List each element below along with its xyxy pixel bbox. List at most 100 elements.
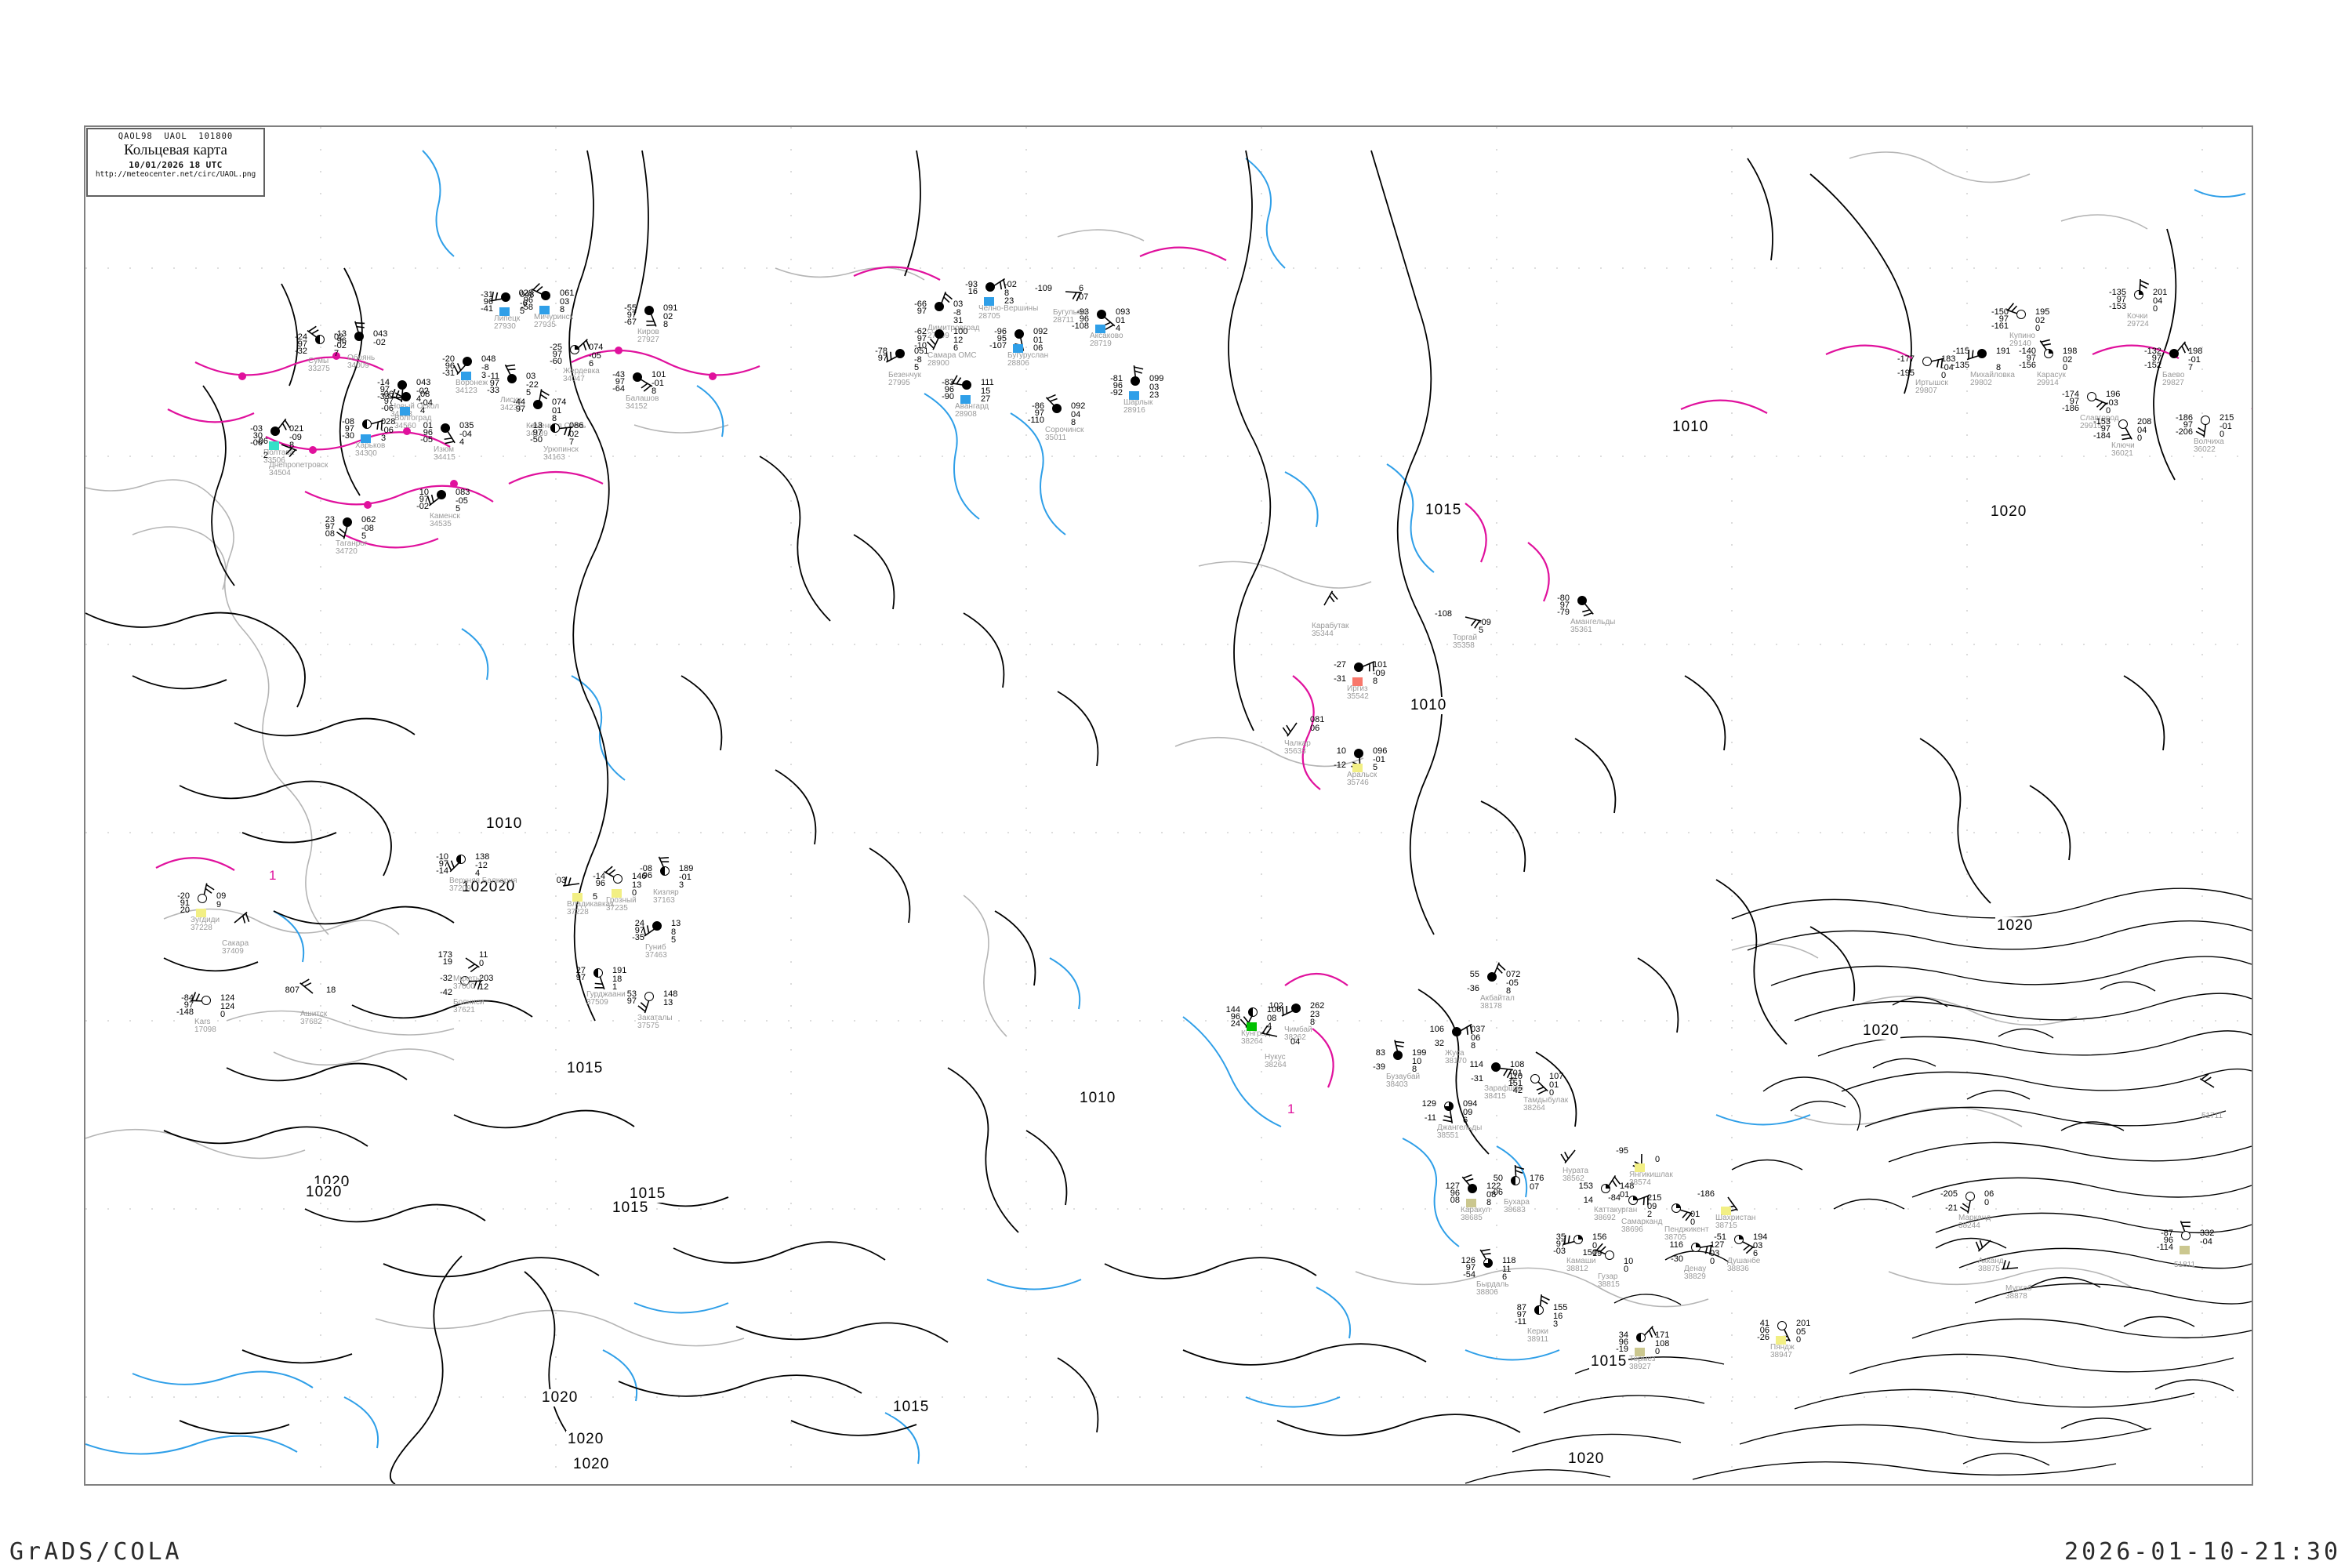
pressure-value: 198 — [2063, 347, 2078, 356]
pressure-value: 332 — [2200, 1229, 2215, 1238]
dewpoint-value: -02 — [416, 502, 429, 511]
present-weather-value: 3 — [1553, 1319, 1559, 1329]
dewpoint-value: -206 — [2175, 427, 2193, 437]
station-index: 38696 — [1621, 1225, 1643, 1234]
present-weather-value: 5 — [1510, 1076, 1515, 1086]
wind-barb-icon — [563, 877, 580, 887]
cloud-cover-symbol — [1452, 1027, 1461, 1036]
temperature-value: 87 — [1516, 1303, 1526, 1312]
present-weather-value: 19 — [1592, 1249, 1602, 1258]
dewpoint-value: -05 — [420, 435, 433, 445]
pressure-value: 13 — [671, 919, 681, 928]
isobar-label: 1015 — [1424, 502, 1464, 519]
visibility-value: 19 — [442, 957, 452, 967]
cloud-cover-symbol — [2181, 1231, 2190, 1240]
pressure-value: 155 — [1553, 1303, 1568, 1312]
temperature-value: -108 — [1434, 609, 1452, 619]
pressure-value: 043 — [416, 378, 431, 387]
station-name: Киров — [637, 328, 659, 336]
station-index: 37575 — [637, 1022, 659, 1030]
station-name: Лиски — [500, 396, 522, 405]
temperature-value: 83 — [1375, 1048, 1385, 1058]
present-weather-value: 5 — [593, 892, 598, 902]
present-weather-value: 6 — [1502, 1272, 1508, 1282]
visibility-value: 96 — [523, 296, 533, 305]
temperature-value: -84 — [181, 993, 194, 1003]
pressure-value: 028 — [381, 417, 396, 426]
cloud-cover-symbol — [541, 291, 550, 300]
dewpoint-value: -06 — [250, 438, 263, 448]
pressure-tendency-value: 0 — [1984, 1198, 1990, 1207]
pressure-value: 048 — [481, 354, 496, 364]
pressure-value: 072 — [1506, 970, 1521, 979]
temperature-value: 114 — [1469, 1060, 1483, 1069]
cloud-cover-symbol — [644, 992, 654, 1001]
station-name: Бухара — [1504, 1198, 1530, 1207]
temperature-value: -14 — [593, 872, 605, 881]
front-label: 1 — [267, 868, 278, 884]
pressure-value: 191 — [612, 966, 627, 975]
weather-flag — [400, 407, 410, 416]
isobar-label: 1010 — [1078, 1090, 1118, 1107]
station-index: 37509 — [586, 998, 608, 1007]
present-weather-value: 8 — [552, 414, 557, 423]
station-index: 38947 — [1770, 1351, 1792, 1359]
visibility-value: 97 — [615, 377, 625, 387]
cloud-cover-symbol — [1601, 1184, 1610, 1193]
weather-flag — [361, 434, 371, 443]
pressure-tendency-value: -02 — [373, 338, 386, 347]
pressure-value: 02 — [334, 332, 344, 342]
pressure-value: 09 — [216, 891, 227, 901]
visibility-value: 97 — [2100, 424, 2111, 434]
cloud-cover-symbol — [354, 332, 364, 341]
weather-flag — [960, 395, 971, 404]
pressure-tendency-value: 01 — [1116, 316, 1126, 325]
pressure-value: 092 — [1033, 327, 1048, 336]
isobar-label: 1020 — [566, 1431, 606, 1448]
present-weather-value: 5 — [361, 532, 367, 541]
temperature-value: -08 — [640, 864, 652, 873]
isobar-label: 1020 — [1861, 1022, 1901, 1040]
temperature-value: -96 — [994, 327, 1007, 336]
station-index: 38836 — [1727, 1265, 1749, 1273]
station-index: 38685 — [1461, 1214, 1483, 1222]
visibility-value: 97 — [489, 379, 499, 388]
isobar-label: 1020 — [460, 879, 500, 896]
dewpoint-value: -26 — [1757, 1333, 1769, 1342]
station-name: Кунград — [1241, 1029, 1270, 1038]
station-name: Амангельды — [1570, 618, 1616, 626]
pressure-tendency-value: 9 — [216, 900, 222, 909]
station-index: 28719 — [1090, 339, 1112, 348]
temperature-value: -25 — [550, 343, 562, 352]
pressure-tendency-value: 01 — [1690, 1210, 1700, 1219]
pressure-tendency-value: -01 — [652, 379, 664, 388]
present-weather-value: 8 — [1486, 1198, 1492, 1207]
temperature-value: -13 — [334, 329, 347, 339]
cloud-cover-symbol — [1530, 1074, 1540, 1083]
station-name: Верхняя Балкария — [449, 877, 517, 885]
station-name: Душанбе — [1727, 1257, 1761, 1265]
pressure-value: 198 — [2188, 347, 2203, 356]
visibility-value: 97 — [1034, 408, 1044, 418]
station-name: Волчиха — [2194, 437, 2224, 446]
station-name: Самара ОМС — [927, 351, 977, 360]
station-name: Кочки — [2127, 312, 2148, 321]
temperature-value: -43 — [612, 370, 625, 379]
dewpoint-value: -06 — [381, 404, 394, 413]
isobar-label: 1015 — [891, 1399, 931, 1416]
station-name: Закаталы — [637, 1014, 673, 1022]
cloud-cover-symbol — [401, 392, 411, 401]
temperature-value: -132 — [2143, 347, 2161, 356]
station-index: 35344 — [1312, 630, 1334, 638]
isobar-label: 1020 — [540, 1389, 580, 1406]
pressure-value: 035 — [459, 421, 474, 430]
station-name: Акбайтал — [1480, 994, 1515, 1003]
station-index: 37209 — [449, 884, 471, 893]
cloud-cover-symbol — [660, 866, 670, 876]
cloud-cover-symbol — [1131, 376, 1140, 386]
pressure-tendency-value: 09 — [1463, 1108, 1473, 1117]
pressure-tendency-value: 03 — [1149, 383, 1160, 392]
present-weather-value: 0 — [632, 888, 637, 898]
station-name: Славгород — [2080, 414, 2119, 423]
temperature-value: -66 — [914, 299, 927, 309]
